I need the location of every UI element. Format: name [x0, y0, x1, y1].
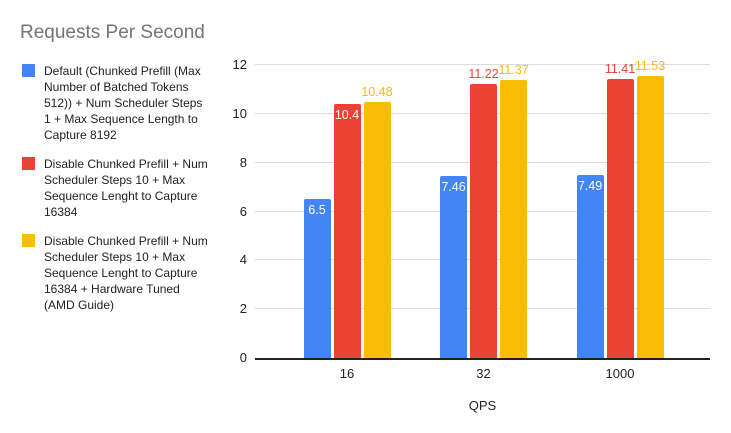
y-tick-label: 10 [232, 105, 247, 121]
y-tick-label: 12 [232, 57, 247, 72]
bar-value-label: 7.46 [441, 179, 466, 194]
legend-label: Disable Chunked Prefill + Num Scheduler … [44, 234, 208, 312]
bar-value-label: 11.22 [468, 67, 499, 82]
legend: Default (Chunked Prefill (Max Number of … [22, 63, 218, 326]
bar [576, 175, 604, 358]
bar-value-label: 7.49 [577, 179, 603, 194]
bar-value-label: 6.5 [308, 203, 326, 218]
bar [606, 79, 634, 358]
bar [636, 76, 664, 358]
y-tick-label: 4 [239, 252, 247, 268]
legend-item: Disable Chunked Prefill + Num Scheduler … [22, 156, 218, 220]
bar-value-label: 10.48 [361, 85, 393, 100]
legend-swatch [22, 157, 35, 170]
bar [363, 102, 391, 358]
y-tick-label: 8 [239, 154, 247, 170]
x-tick-label: 32 [476, 366, 491, 381]
bar [500, 80, 527, 358]
legend-item: Disable Chunked Prefill + Num Scheduler … [22, 233, 218, 313]
y-tick-label: 6 [239, 203, 247, 219]
bar-value-label: 10.4 [334, 108, 360, 123]
plot-area: 0 2 4 6 8 10 12 16 32 1000 6.5 7.46 7.49 10.4 11.22 11.… [233, 57, 710, 381]
x-axis-line [255, 358, 710, 360]
x-tick-label: 1000 [605, 366, 635, 381]
legend-swatch [22, 234, 35, 247]
bar-value-label: 11.41 [604, 62, 636, 77]
bar [440, 175, 467, 358]
y-tick-label: 0 [239, 350, 247, 365]
x-tick-label: 16 [339, 366, 355, 381]
y-gridline [255, 64, 710, 65]
bar [303, 199, 331, 358]
bar-value-label: 11.37 [498, 63, 529, 78]
legend-label: Disable Chunked Prefill + Num Scheduler … [44, 157, 208, 219]
y-tick-label: 2 [239, 301, 247, 317]
bar [470, 84, 497, 358]
legend-swatch [22, 64, 35, 77]
legend-item: Default (Chunked Prefill (Max Number of … [22, 63, 218, 143]
x-axis-title: QPS [468, 398, 497, 413]
bar [333, 104, 361, 358]
bar-value-label: 11.53 [634, 59, 666, 74]
legend-label: Default (Chunked Prefill (Max Number of … [44, 64, 203, 142]
chart-title: Requests Per Second [20, 22, 205, 43]
